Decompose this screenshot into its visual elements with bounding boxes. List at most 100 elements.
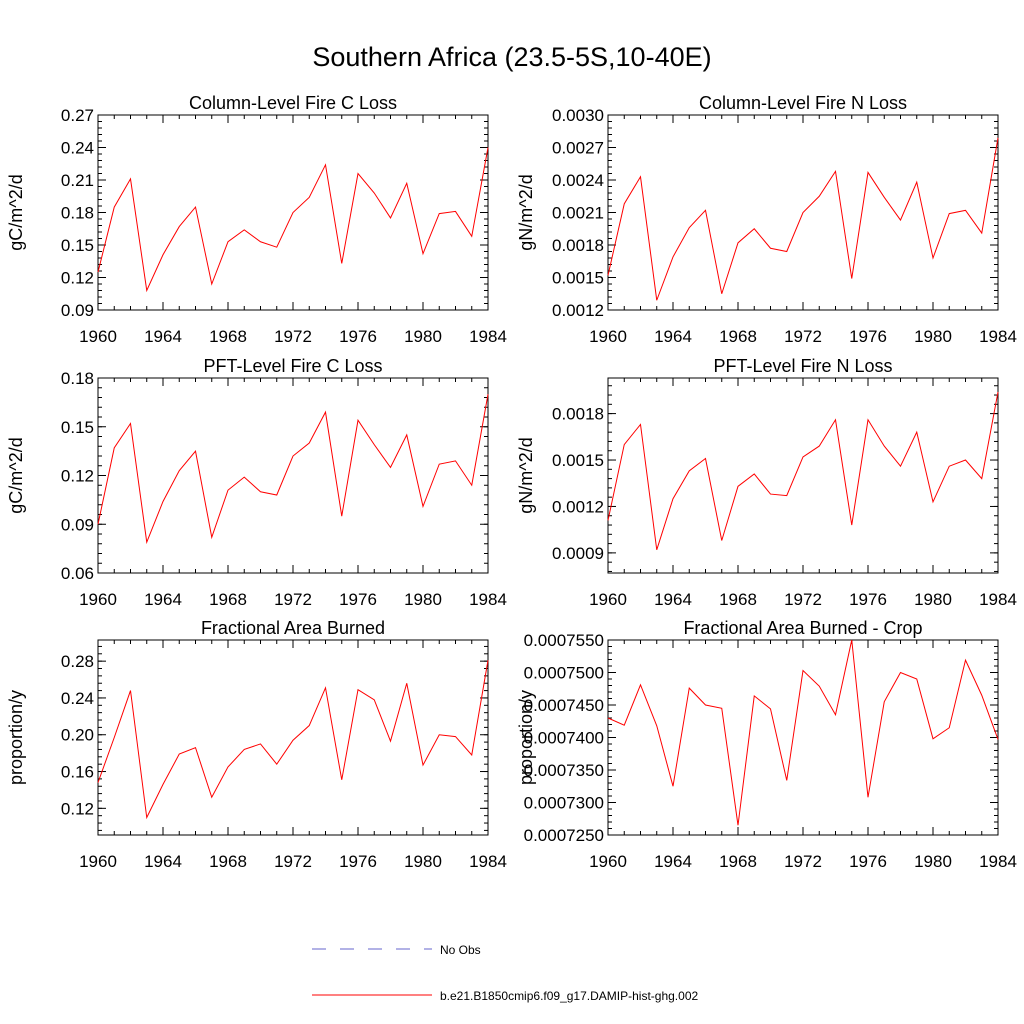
panel-title: Fractional Area Burned - Crop (683, 618, 922, 638)
y-tick-label: 0.0007400 (524, 729, 604, 748)
legend: No Obs b.e21.B1850cmip6.f09_g17.DAMIP-hi… (312, 943, 698, 1003)
x-tick-label: 1976 (849, 852, 887, 871)
x-tick-label: 1972 (784, 852, 822, 871)
series-line-1 (97, 660, 489, 820)
x-tick-label: 1976 (849, 327, 887, 346)
x-tick-label: 1976 (339, 852, 377, 871)
y-axis-label: gN/m^2/d (516, 437, 536, 513)
panel-title: PFT-Level Fire C Loss (203, 356, 382, 376)
x-tick-label: 1968 (719, 327, 757, 346)
x-tick-label: 1968 (209, 590, 247, 609)
x-tick-label: 1960 (589, 852, 627, 871)
y-tick-label: 0.0018 (552, 405, 604, 424)
panel-4: PFT-Level Fire N Loss gN/m^2/d 1960 1964 196… (516, 356, 1017, 609)
x-tick-label: 1968 (719, 590, 757, 609)
series-line-1 (97, 147, 489, 293)
x-tick-label: 1964 (144, 852, 182, 871)
panel-5: Fractional Area Burned proportion/y 1960 19… (6, 618, 507, 871)
panel-title: Column-Level Fire C Loss (189, 93, 397, 113)
y-tick-label: 0.0007450 (524, 696, 604, 715)
legend-label-no-obs: No Obs (440, 943, 481, 957)
panel-title: Column-Level Fire N Loss (699, 93, 907, 113)
series-line-1 (607, 137, 999, 301)
y-tick-label: 0.15 (61, 418, 94, 437)
y-tick-label: 0.0030 (552, 106, 604, 125)
y-tick-label: 0.0009 (552, 544, 604, 563)
x-tick-label: 1964 (654, 327, 692, 346)
plot-frame (97, 639, 489, 836)
panel-title: PFT-Level Fire N Loss (713, 356, 892, 376)
x-tick-label: 1980 (914, 852, 952, 871)
y-tick-label: 0.28 (61, 652, 94, 671)
x-tick-label: 1960 (79, 852, 117, 871)
x-tick-label: 1984 (979, 327, 1017, 346)
y-tick-label: 0.0024 (552, 171, 604, 190)
x-tick-label: 1984 (979, 852, 1017, 871)
y-tick-label: 0.18 (61, 369, 94, 388)
y-tick-label: 0.0007350 (524, 761, 604, 780)
y-tick-label: 0.0007500 (524, 664, 604, 683)
y-tick-label: 0.0012 (552, 301, 604, 320)
x-tick-label: 1960 (589, 327, 627, 346)
series-line-1 (97, 394, 489, 545)
legend-label-model: b.e21.B1850cmip6.f09_g17.DAMIP-hist-ghg.… (440, 989, 698, 1003)
x-tick-label: 1984 (469, 590, 507, 609)
x-tick-label: 1984 (469, 327, 507, 346)
panel-6: Fractional Area Burned - Crop proportion/… (516, 618, 1017, 871)
y-tick-label: 0.12 (61, 799, 94, 818)
y-tick-label: 0.06 (61, 564, 94, 583)
y-tick-label: 0.20 (61, 726, 94, 745)
x-tick-label: 1972 (784, 590, 822, 609)
x-tick-label: 1972 (274, 852, 312, 871)
y-tick-label: 0.0007550 (524, 631, 604, 650)
y-axis-label: gC/m^2/d (6, 437, 26, 513)
x-tick-label: 1980 (914, 590, 952, 609)
y-tick-label: 0.16 (61, 763, 94, 782)
plot-frame (607, 377, 999, 574)
x-tick-label: 1980 (404, 327, 442, 346)
x-tick-label: 1960 (589, 590, 627, 609)
y-tick-label: 0.24 (61, 139, 94, 158)
figure-title: Southern Africa (23.5-5S,10-40E) (312, 42, 711, 72)
x-tick-label: 1964 (654, 590, 692, 609)
y-tick-label: 0.0021 (552, 204, 604, 223)
y-axis-label: proportion/y (6, 690, 26, 785)
x-tick-label: 1968 (719, 852, 757, 871)
x-tick-label: 1964 (144, 327, 182, 346)
x-tick-label: 1980 (404, 852, 442, 871)
panel-3: PFT-Level Fire C Loss gC/m^2/d 1960 1964 196… (6, 356, 507, 609)
y-tick-label: 0.0012 (552, 497, 604, 516)
plot-frame (607, 639, 999, 836)
x-tick-label: 1984 (469, 852, 507, 871)
y-tick-label: 0.0027 (552, 139, 604, 158)
x-tick-label: 1964 (654, 852, 692, 871)
series-line-1 (607, 639, 999, 826)
y-tick-label: 0.0007250 (524, 826, 604, 845)
x-tick-label: 1972 (274, 590, 312, 609)
y-tick-label: 0.21 (61, 171, 94, 190)
y-tick-label: 0.12 (61, 269, 94, 288)
x-tick-label: 1968 (209, 327, 247, 346)
x-tick-label: 1964 (144, 590, 182, 609)
x-tick-label: 1960 (79, 327, 117, 346)
y-tick-label: 0.09 (61, 515, 94, 534)
y-tick-label: 0.12 (61, 467, 94, 486)
x-tick-label: 1980 (914, 327, 952, 346)
y-axis-label: gN/m^2/d (516, 174, 536, 250)
panels: Column-Level Fire C Loss gC/m^2/d 1960 1964… (6, 93, 1017, 871)
x-tick-label: 1976 (339, 590, 377, 609)
x-tick-label: 1972 (784, 327, 822, 346)
panel-title: Fractional Area Burned (201, 618, 385, 638)
y-tick-label: 0.0018 (552, 236, 604, 255)
y-axis-label: gC/m^2/d (6, 174, 26, 250)
series-line-1 (607, 391, 999, 550)
x-tick-label: 1976 (339, 327, 377, 346)
y-tick-label: 0.24 (61, 689, 94, 708)
x-tick-label: 1976 (849, 590, 887, 609)
y-tick-label: 0.27 (61, 106, 94, 125)
x-tick-label: 1960 (79, 590, 117, 609)
y-tick-label: 0.0015 (552, 451, 604, 470)
y-tick-label: 0.09 (61, 301, 94, 320)
y-axis-label: proportion/y (516, 690, 536, 785)
